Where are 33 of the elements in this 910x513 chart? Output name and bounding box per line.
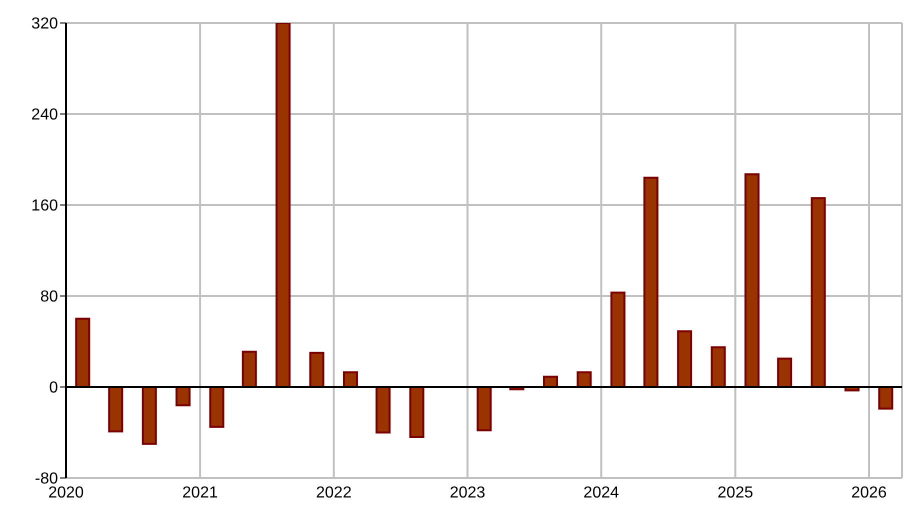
bar [242,350,257,388]
x-tick-label: 2026 [851,484,887,502]
bar [677,330,692,388]
y-tick-label: 160 [31,198,58,215]
bar [176,386,191,406]
bar [108,386,124,432]
x-tick-label: 2023 [450,484,486,502]
x-tick-label: 2021 [182,484,218,502]
bar [476,386,492,432]
y-tick-label: 240 [31,106,58,124]
x-tick-label: 2022 [316,484,352,502]
bar [209,386,224,428]
bar [309,352,324,388]
x-tick-label: 2020 [48,484,84,502]
bar [810,197,826,388]
bar [409,386,424,438]
x-tick-label: 2024 [583,484,620,502]
bar [276,23,291,388]
bar [744,173,760,388]
y-tick-label: 320 [31,16,58,33]
bar [643,176,658,388]
bar [576,371,592,388]
bar [75,318,90,388]
y-tick-label: 80 [40,288,58,306]
bar [142,386,157,445]
bar [710,346,726,388]
y-tick-label: 0 [49,380,58,397]
bar [777,358,792,388]
bar [342,371,358,388]
bar [610,292,626,388]
bar [376,386,391,434]
bar [878,386,894,410]
x-tick-label: 2025 [718,484,754,502]
